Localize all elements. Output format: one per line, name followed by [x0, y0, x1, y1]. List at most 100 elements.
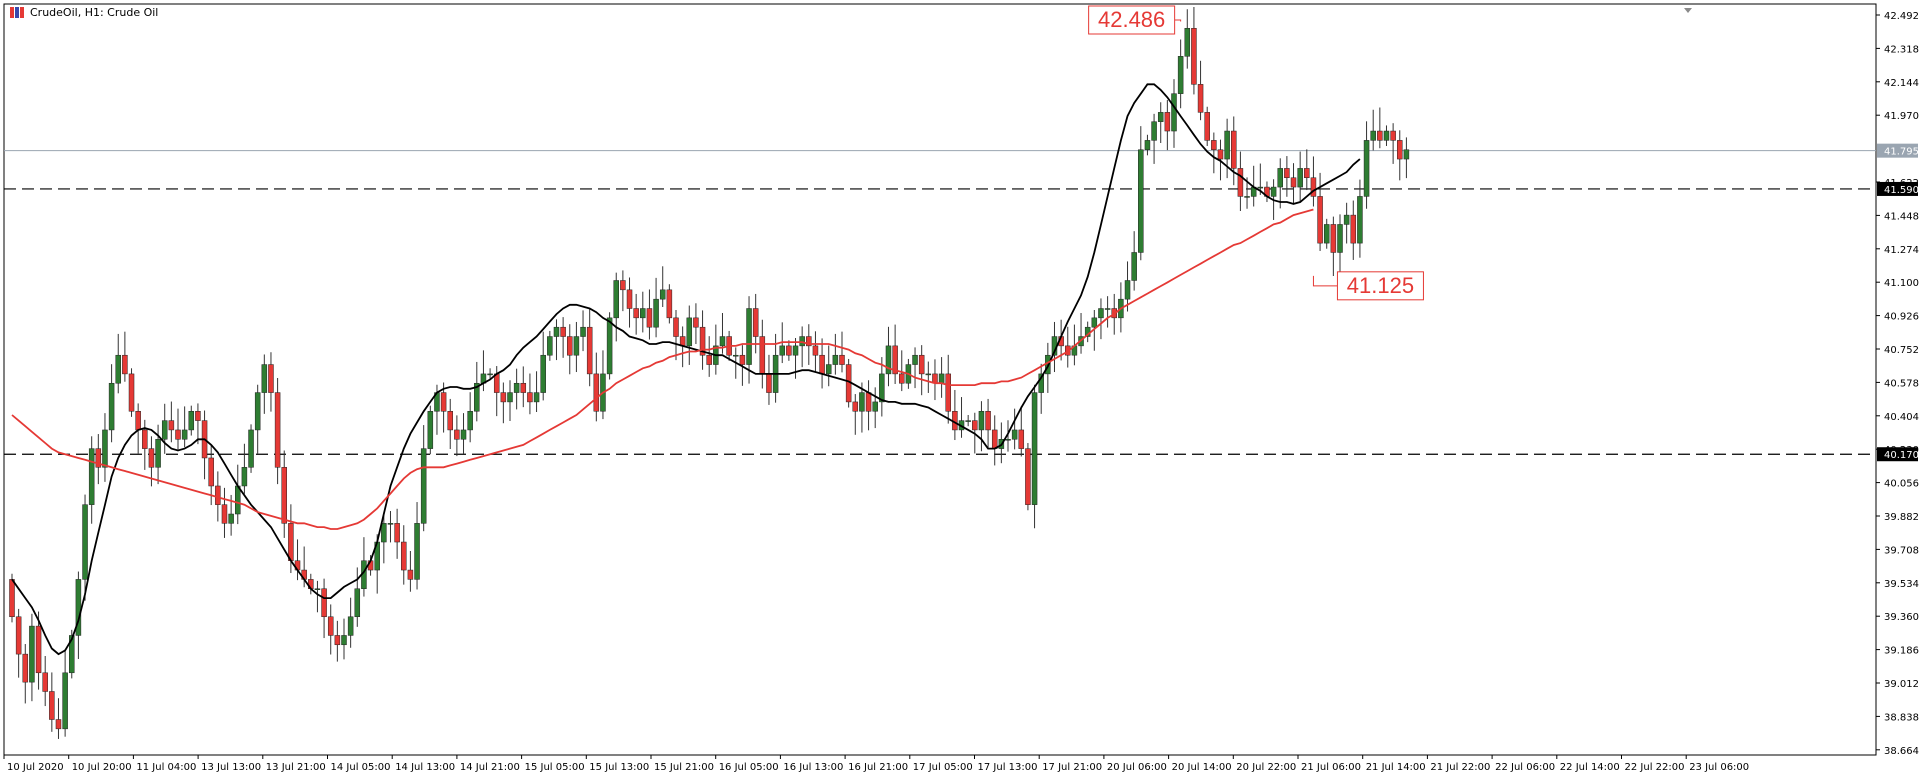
candle-body: [354, 588, 361, 618]
candle-body: [620, 280, 626, 291]
candle-body: [274, 392, 281, 468]
candle-body: [9, 579, 15, 618]
y-tick-label: 41.100: [1884, 278, 1919, 289]
candle-body: [181, 429, 188, 440]
candle-body: [832, 354, 839, 365]
candle-body: [1284, 168, 1290, 178]
high-price-label: 42.486: [1098, 7, 1165, 32]
candle-body: [1330, 224, 1337, 253]
candle-body: [241, 467, 248, 487]
candle-body: [1310, 177, 1317, 197]
candle-body: [55, 719, 62, 730]
candle-body: [653, 298, 659, 328]
y-tick-label: 42.318: [1884, 44, 1919, 55]
candle-body: [1191, 28, 1197, 85]
candle-body: [228, 513, 234, 524]
candle-body: [666, 289, 673, 319]
candle-body: [49, 691, 55, 720]
y-tick-label: 42.144: [1884, 78, 1919, 89]
candle-body: [401, 541, 407, 571]
x-tick-label: 13 Jul 13:00: [201, 762, 261, 773]
symbol-label: CrudeOil, H1: Crude Oil: [30, 6, 159, 19]
candle-body: [88, 448, 95, 505]
candle-body: [759, 336, 766, 375]
candle-body: [215, 485, 221, 505]
y-tick-label: 40.578: [1884, 378, 1919, 389]
candle-body: [719, 336, 726, 347]
candle-body: [885, 345, 892, 375]
candle-body: [825, 364, 832, 375]
y-tick-label: 39.186: [1884, 646, 1919, 657]
candle-body: [1031, 392, 1038, 505]
candle-body: [1151, 121, 1157, 141]
candle-body: [786, 345, 792, 356]
low-price-label: 41.125: [1347, 273, 1414, 298]
candle-body: [1138, 149, 1144, 253]
scroll-marker-icon[interactable]: [1684, 8, 1692, 13]
x-tick-label: 17 Jul 05:00: [913, 762, 973, 773]
candle-body: [1177, 56, 1184, 94]
candle-body: [235, 485, 241, 515]
candle-body: [646, 308, 653, 328]
x-tick-label: 21 Jul 14:00: [1366, 762, 1426, 773]
x-tick-label: 22 Jul 14:00: [1560, 762, 1620, 773]
candle-body: [1211, 140, 1217, 150]
candle-body: [321, 588, 327, 618]
candle-body: [327, 616, 334, 636]
x-tick-label: 20 Jul 06:00: [1107, 762, 1167, 773]
candle-body: [779, 345, 785, 356]
y-tick-label: 39.708: [1884, 545, 1919, 556]
candle-body: [1011, 429, 1018, 440]
candle-body: [1131, 252, 1137, 281]
candle-body: [1157, 112, 1164, 122]
annotation-leader: [1174, 19, 1182, 22]
candle-body: [1317, 196, 1323, 244]
candle-body: [474, 382, 480, 412]
candle-body: [142, 429, 148, 449]
candle-body: [593, 373, 600, 412]
candle-body: [440, 392, 447, 412]
candle-body: [918, 354, 925, 375]
candle-body: [268, 364, 274, 393]
candle-body: [35, 625, 42, 674]
candle-body: [972, 420, 978, 431]
current-price-tag: 41.795: [1884, 147, 1919, 158]
candle-body: [699, 326, 706, 356]
candle-body: [135, 411, 141, 431]
candle-body: [746, 308, 752, 365]
candle-body: [991, 429, 998, 449]
candle-body: [454, 429, 460, 440]
candle-body: [580, 326, 586, 337]
candle-body: [1357, 196, 1363, 244]
candle-body: [29, 625, 35, 683]
candle-body: [859, 392, 865, 412]
candle-body: [606, 317, 613, 375]
candle-body: [879, 373, 885, 403]
y-tick-label: 42.492: [1884, 11, 1919, 22]
candle-body: [1171, 93, 1177, 132]
candle-body: [128, 373, 135, 412]
candle-body: [806, 336, 812, 347]
ma-slow-line: [11, 208, 1314, 530]
candle-body: [314, 588, 321, 590]
candle-body: [560, 326, 566, 337]
x-tick-label: 17 Jul 21:00: [1042, 762, 1102, 773]
candle-body: [69, 635, 75, 674]
candle-body: [686, 317, 693, 347]
x-tick-label: 10 Jul 2020: [7, 762, 64, 773]
candle-body: [1091, 317, 1098, 328]
candle-body: [1144, 140, 1151, 150]
candle-body: [460, 429, 467, 440]
candle-body: [95, 448, 102, 468]
candle-body: [414, 523, 420, 580]
candle-body: [819, 354, 825, 375]
candle-body: [633, 308, 639, 319]
candle-body: [567, 336, 573, 356]
candle-body: [188, 411, 195, 431]
chart-symbol-header: CrudeOil, H1: Crude Oil: [10, 6, 158, 19]
level-price-tag-bg: [1877, 447, 1918, 462]
candle-body: [1217, 149, 1224, 160]
candle-body: [1363, 140, 1370, 197]
